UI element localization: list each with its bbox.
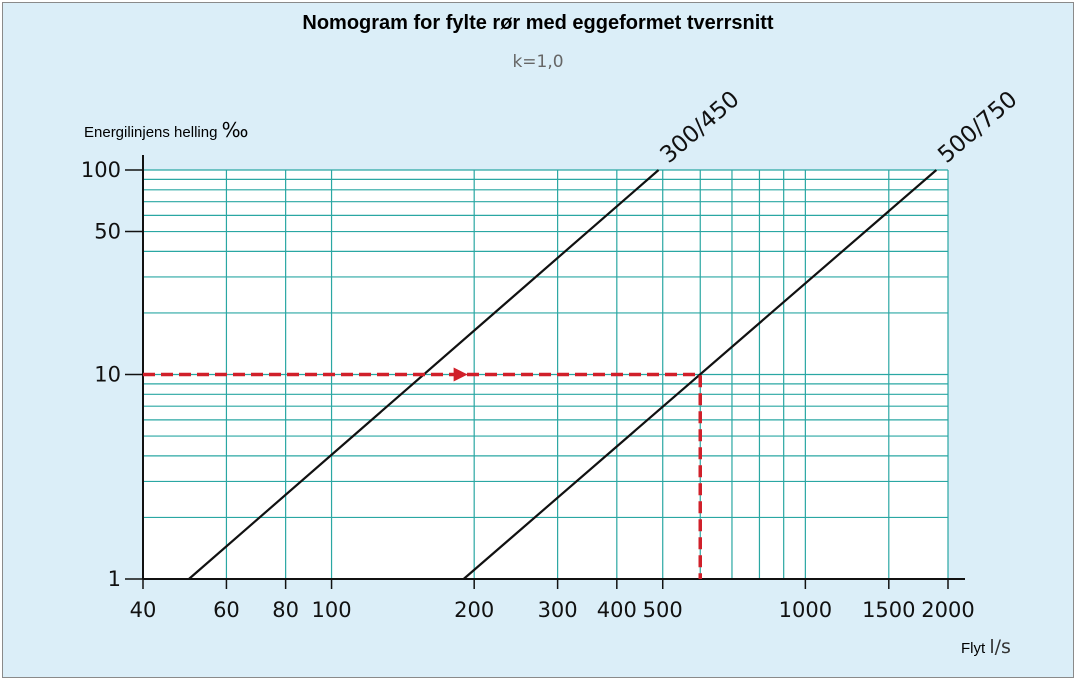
- y-tick-label: 10: [94, 363, 121, 387]
- series-label: 500/750: [933, 86, 1022, 168]
- y-tick-label: 100: [81, 158, 121, 182]
- x-tick-label: 60: [213, 598, 240, 622]
- x-tick-label: 2000: [921, 598, 974, 622]
- series-label: 300/450: [655, 86, 744, 168]
- x-tick-label: 100: [312, 598, 352, 622]
- x-tick-label: 200: [454, 598, 494, 622]
- y-axis-label-text: Energilinjens helling: [84, 124, 218, 141]
- chart-title: Nomogram for fylte rør med eggeformet tv…: [302, 12, 774, 34]
- y-axis-label: Energilinjens helling ‰: [84, 118, 248, 142]
- x-tick-label: 400: [597, 598, 637, 622]
- chart-subtitle: k=1,0: [512, 52, 564, 72]
- y-axis-unit: ‰: [221, 118, 249, 142]
- annotation-dashed-path: [143, 372, 703, 579]
- x-axis-label: Flyt l/s: [961, 636, 1011, 658]
- x-tick-label: 80: [272, 598, 299, 622]
- x-tick-label: 500: [643, 598, 683, 622]
- x-tick-label: 300: [538, 598, 578, 622]
- series-line: [462, 169, 938, 580]
- y-tick-label: 1: [108, 567, 121, 591]
- x-axis-label-text: Flyt: [961, 640, 986, 657]
- x-tick-label: 1500: [862, 598, 915, 622]
- x-axis-unit: l/s: [989, 636, 1011, 658]
- x-tick-label: 1000: [779, 598, 832, 622]
- x-tick-label: 40: [130, 598, 157, 622]
- annotation-arrow: [453, 367, 468, 382]
- y-tick-label: 50: [94, 220, 121, 244]
